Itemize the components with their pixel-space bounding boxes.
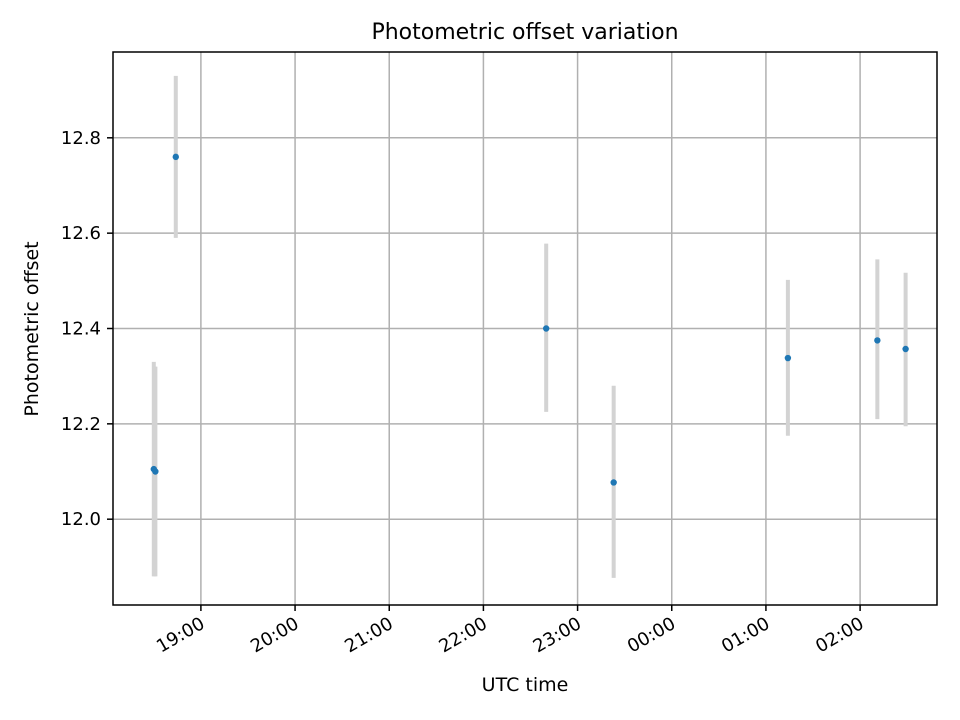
x-tick-label: 00:00 bbox=[624, 613, 679, 657]
data-point bbox=[542, 325, 550, 332]
chart-title: Photometric offset variation bbox=[371, 20, 678, 45]
data-point bbox=[902, 345, 909, 353]
y-tick-label: 12.0 bbox=[61, 509, 101, 530]
y-tick-label: 12.6 bbox=[61, 223, 101, 244]
data-points bbox=[150, 153, 909, 486]
x-tick-label: 22:00 bbox=[435, 613, 490, 657]
data-point bbox=[784, 354, 792, 362]
x-tick-label: 23:00 bbox=[530, 613, 585, 657]
y-tick-label: 12.8 bbox=[61, 128, 101, 149]
y-axis-label: Photometric offset bbox=[21, 241, 43, 416]
error-bars bbox=[151, 75, 908, 578]
x-axis-ticks: 19:00 20:00 21:00 22:00 23:00 00:00 01:00 02:00 bbox=[153, 605, 868, 657]
x-tick-label: 19:00 bbox=[153, 613, 208, 657]
y-tick-label: 12.4 bbox=[61, 319, 101, 340]
data-point bbox=[152, 468, 159, 475]
grid-lines bbox=[113, 52, 937, 605]
y-axis-ticks: 12.0 12.2 12.4 12.6 12.8 bbox=[61, 128, 113, 530]
y-tick-label: 12.2 bbox=[61, 414, 101, 435]
data-point bbox=[610, 479, 617, 486]
x-tick-label: 20:00 bbox=[247, 613, 302, 657]
x-axis-label: UTC time bbox=[482, 674, 569, 696]
x-tick-label: 01:00 bbox=[718, 613, 773, 657]
x-tick-label: 21:00 bbox=[341, 613, 396, 657]
x-tick-label: 02:00 bbox=[812, 613, 867, 657]
data-point bbox=[874, 337, 881, 344]
data-point bbox=[172, 153, 179, 161]
